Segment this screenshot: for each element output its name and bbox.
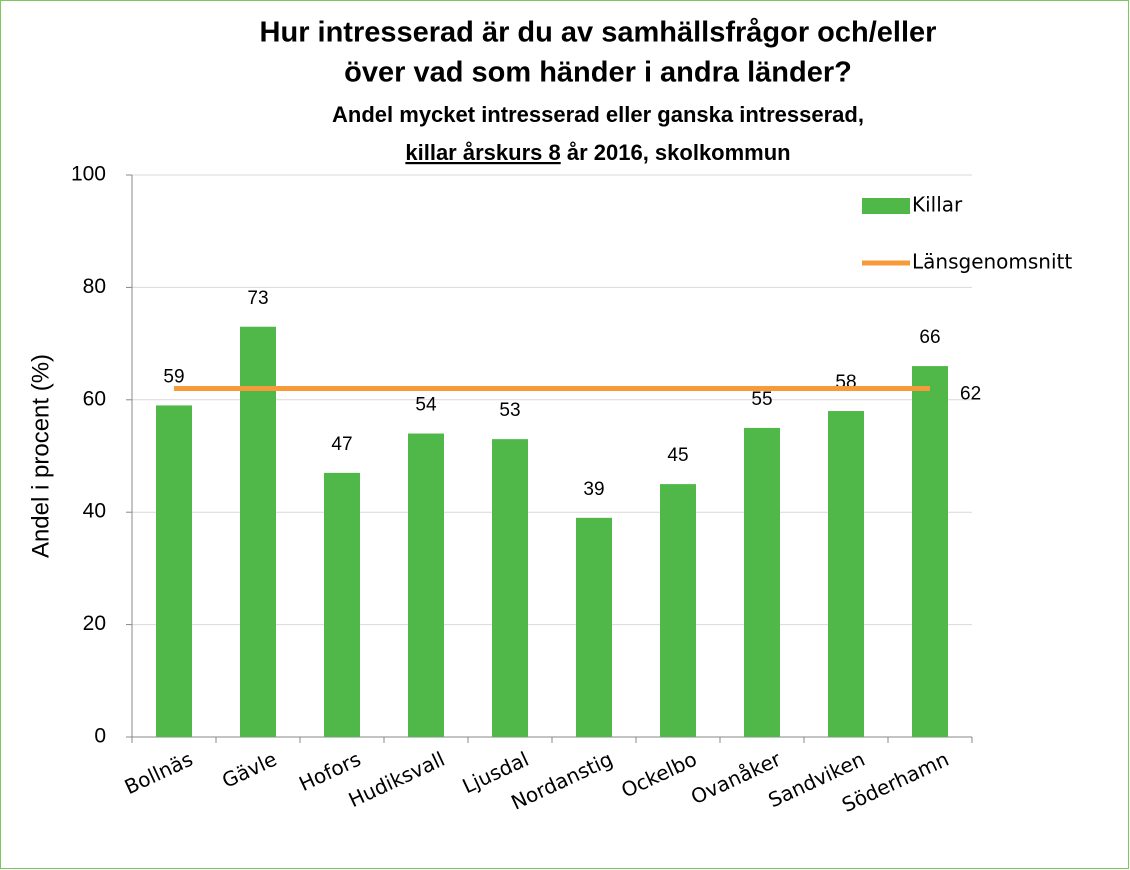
subtitle-underlined: killar årskurs 8	[405, 140, 560, 165]
chart-title: över vad som händer i andra länder?	[344, 57, 852, 89]
legend-label: Länsgenomsnitt	[912, 250, 1072, 274]
y-tick-label: 100	[71, 163, 106, 186]
data-label: 62	[960, 384, 981, 405]
data-label: 73	[247, 288, 268, 309]
y-tick-label: 0	[94, 725, 106, 748]
bar	[324, 472, 360, 737]
bar	[492, 439, 528, 737]
data-label: 59	[163, 366, 184, 387]
bar	[828, 411, 864, 737]
data-label: 53	[499, 400, 520, 421]
data-label: 45	[667, 445, 688, 466]
chart-subtitle: Andel mycket intresserad eller ganska in…	[332, 102, 864, 127]
y-tick-label: 60	[83, 387, 106, 410]
y-tick-label: 80	[83, 275, 106, 298]
data-label: 47	[331, 434, 352, 455]
y-tick-label: 20	[83, 612, 106, 635]
chart-subtitle: killar årskurs 8 år 2016, skolkommun	[405, 140, 790, 165]
bar	[408, 433, 444, 737]
data-label: 55	[751, 389, 772, 410]
bar	[576, 517, 612, 737]
y-tick-label: 40	[83, 500, 106, 523]
subtitle-rest: år 2016, skolkommun	[567, 140, 791, 165]
bar	[156, 405, 192, 737]
data-label: 54	[415, 395, 437, 416]
legend-label: Killar	[912, 193, 963, 217]
bar	[744, 427, 780, 737]
legend-swatch	[862, 198, 910, 214]
bar	[240, 326, 276, 737]
y-axis-label: Andel i procent (%)	[27, 354, 54, 558]
bar	[912, 366, 948, 737]
data-label: 66	[919, 327, 940, 348]
chart-title: Hur intresserad är du av samhällsfrågor …	[260, 17, 937, 49]
bar	[660, 484, 696, 737]
data-label: 39	[583, 479, 604, 500]
